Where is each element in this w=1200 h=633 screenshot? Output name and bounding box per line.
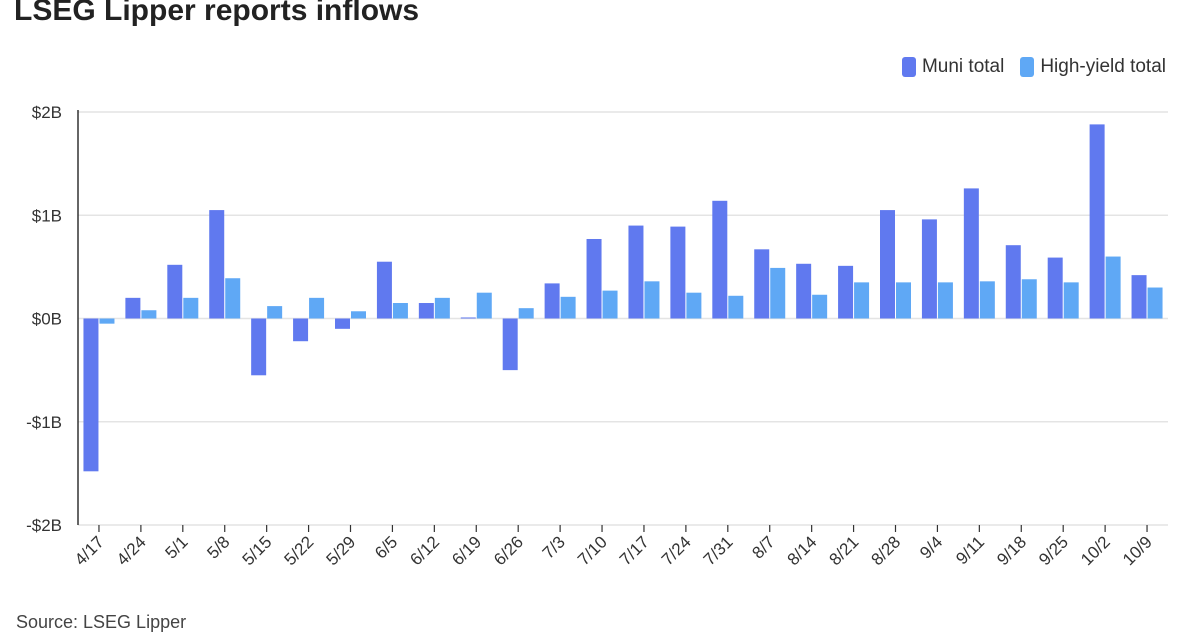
legend-item-muni: Muni total	[901, 56, 1005, 78]
bar-muni	[838, 265, 854, 319]
legend-label-high-yield: High-yield total	[1040, 56, 1166, 77]
legend-swatch-muni	[901, 57, 916, 77]
bar-high-yield	[183, 297, 199, 319]
x-tick-label: 7/24	[658, 532, 695, 569]
x-tick-label: 5/8	[203, 532, 233, 562]
bar-high-yield	[896, 282, 911, 319]
y-tick-label: -$1B	[26, 413, 62, 432]
bar-high-yield	[770, 267, 786, 319]
bar-high-yield	[979, 281, 995, 319]
bar-high-yield	[1105, 256, 1121, 319]
legend-label-muni: Muni total	[921, 56, 1005, 77]
bar-muni	[293, 318, 309, 342]
x-tick-label: 6/26	[490, 532, 527, 569]
bar-muni	[376, 261, 392, 319]
bar-muni	[963, 188, 979, 319]
x-tick-label: 5/15	[239, 532, 276, 569]
bar-high-yield	[351, 311, 366, 319]
y-tick-label: $2B	[32, 103, 62, 122]
x-tick-label: 8/14	[784, 532, 821, 569]
y-tick-label: $1B	[32, 206, 62, 225]
bar-muni	[586, 238, 602, 319]
bar-muni	[754, 249, 770, 319]
bar-high-yield	[434, 297, 450, 319]
x-tick-label: 7/10	[574, 532, 611, 569]
bar-high-yield	[728, 295, 744, 319]
bar-muni	[712, 200, 728, 319]
bar-muni	[251, 318, 267, 376]
bar-high-yield	[267, 306, 283, 319]
bar-muni	[544, 283, 560, 319]
bar-muni	[460, 317, 476, 319]
bar-muni	[1089, 124, 1105, 319]
chart-legend: Muni total High-yield total	[901, 56, 1166, 78]
x-tick-label: 9/11	[952, 532, 988, 568]
x-tick-label: 10/9	[1119, 532, 1156, 569]
x-tick-label: 5/1	[161, 532, 191, 562]
bar-muni	[628, 225, 644, 319]
bar-high-yield	[518, 308, 534, 319]
y-tick-label: $0B	[32, 310, 62, 329]
bar-high-yield	[141, 310, 157, 319]
bar-muni	[1005, 245, 1021, 319]
bar-muni	[1131, 275, 1147, 319]
bar-muni	[335, 318, 350, 329]
x-tick-label: 6/12	[406, 532, 443, 569]
bar-muni	[418, 303, 434, 319]
bar-high-yield	[854, 282, 870, 319]
x-tick-label: 4/24	[113, 532, 150, 569]
bar-muni	[502, 318, 518, 371]
bar-muni	[167, 264, 183, 319]
x-tick-label: 8/28	[867, 532, 904, 569]
y-tick-label: -$2B	[26, 516, 62, 535]
x-tick-label: 6/19	[448, 532, 485, 569]
x-tick-label: 10/2	[1077, 532, 1114, 569]
bar-high-yield	[309, 297, 325, 319]
bar-high-yield	[392, 303, 408, 319]
bar-high-yield	[225, 278, 241, 319]
source-note: Source: LSEG Lipper	[16, 612, 187, 632]
x-tick-label: 9/18	[993, 532, 1030, 569]
bar-muni	[83, 318, 99, 472]
x-tick-label: 5/22	[281, 532, 318, 569]
bar-high-yield	[644, 281, 660, 319]
bar-high-yield	[560, 296, 576, 319]
x-tick-label: 8/21	[826, 532, 863, 569]
bar-high-yield	[602, 290, 618, 319]
bar-high-yield	[1021, 279, 1037, 319]
bar-high-yield	[476, 292, 492, 319]
x-tick-label: 7/17	[616, 532, 653, 569]
bar-muni	[1047, 257, 1063, 319]
bar-high-yield	[99, 318, 115, 324]
x-tick-label: 4/17	[71, 532, 108, 569]
legend-swatch-high-yield	[1020, 57, 1035, 77]
x-tick-label: 6/5	[371, 532, 401, 562]
bar-muni	[921, 219, 937, 319]
bar-muni	[209, 210, 225, 319]
bar-high-yield	[937, 282, 953, 319]
x-tick-label: 8/7	[748, 532, 778, 562]
bar-muni	[796, 263, 812, 319]
chart-title: LSEG Lipper reports inflows	[14, 0, 420, 27]
bar-high-yield	[686, 292, 702, 319]
bar-muni	[670, 226, 686, 319]
x-tick-label: 7/31	[700, 532, 737, 569]
bar-muni	[880, 210, 895, 319]
bar-muni	[125, 297, 141, 319]
bar-high-yield	[1147, 287, 1163, 319]
bar-high-yield	[1063, 282, 1079, 319]
bar-high-yield	[812, 294, 828, 319]
x-tick-label: 7/3	[539, 532, 569, 562]
legend-item-high-yield: High-yield total	[1020, 56, 1166, 78]
x-tick-label: 9/25	[1035, 532, 1072, 569]
x-tick-label: 9/4	[916, 532, 946, 562]
x-tick-label: 5/29	[322, 532, 359, 569]
